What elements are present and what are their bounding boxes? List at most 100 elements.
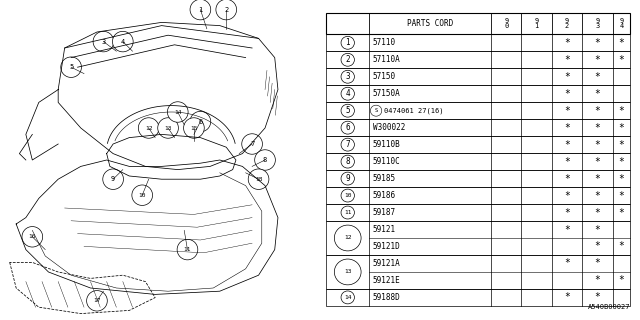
Text: *: * bbox=[595, 190, 600, 201]
Text: *: * bbox=[595, 225, 600, 235]
Text: 9
3: 9 3 bbox=[595, 18, 600, 29]
Text: *: * bbox=[595, 292, 600, 302]
Ellipse shape bbox=[341, 104, 355, 117]
Text: *: * bbox=[564, 106, 570, 116]
Text: 6: 6 bbox=[198, 119, 202, 124]
Bar bbox=[326, 68, 630, 85]
Ellipse shape bbox=[341, 155, 355, 168]
Text: 2: 2 bbox=[224, 7, 228, 12]
Bar bbox=[326, 51, 630, 68]
Ellipse shape bbox=[341, 291, 355, 304]
Text: 10: 10 bbox=[138, 193, 146, 198]
Bar bbox=[326, 255, 630, 289]
Ellipse shape bbox=[341, 138, 355, 151]
Text: 59110C: 59110C bbox=[373, 157, 401, 166]
Text: 57110A: 57110A bbox=[373, 55, 401, 64]
Circle shape bbox=[103, 169, 124, 189]
Text: *: * bbox=[619, 55, 625, 65]
Text: 12: 12 bbox=[344, 236, 351, 241]
Ellipse shape bbox=[341, 189, 355, 202]
Text: 13: 13 bbox=[344, 269, 351, 275]
Bar bbox=[326, 119, 630, 136]
Bar bbox=[326, 153, 630, 170]
Circle shape bbox=[248, 169, 269, 189]
Text: *: * bbox=[619, 242, 625, 252]
Text: 8: 8 bbox=[263, 157, 267, 163]
Text: *: * bbox=[595, 106, 600, 116]
Text: 0474061 27(16): 0474061 27(16) bbox=[384, 108, 444, 114]
Text: 9
1: 9 1 bbox=[534, 18, 539, 29]
Text: *: * bbox=[595, 242, 600, 252]
Text: 17: 17 bbox=[93, 298, 100, 303]
Text: *: * bbox=[564, 225, 570, 235]
Text: 18: 18 bbox=[255, 177, 262, 182]
Text: *: * bbox=[619, 106, 625, 116]
Text: *: * bbox=[595, 156, 600, 167]
Text: 59121E: 59121E bbox=[373, 276, 401, 285]
Circle shape bbox=[184, 118, 204, 138]
Text: *: * bbox=[619, 276, 625, 285]
Circle shape bbox=[138, 118, 159, 138]
Text: 7: 7 bbox=[250, 141, 254, 147]
Circle shape bbox=[168, 102, 188, 122]
Text: 10: 10 bbox=[344, 193, 351, 198]
Ellipse shape bbox=[341, 172, 355, 185]
Circle shape bbox=[157, 118, 179, 138]
Text: *: * bbox=[619, 156, 625, 167]
Text: *: * bbox=[595, 208, 600, 218]
Text: 59187: 59187 bbox=[373, 208, 396, 217]
Text: *: * bbox=[595, 72, 600, 82]
Text: *: * bbox=[595, 55, 600, 65]
Text: 5: 5 bbox=[346, 106, 350, 115]
Text: *: * bbox=[595, 38, 600, 48]
Circle shape bbox=[242, 134, 262, 154]
Text: 59188D: 59188D bbox=[373, 293, 401, 302]
Text: *: * bbox=[564, 190, 570, 201]
Text: 5: 5 bbox=[69, 64, 73, 70]
Text: *: * bbox=[564, 72, 570, 82]
Text: *: * bbox=[619, 190, 625, 201]
Circle shape bbox=[190, 0, 211, 20]
Text: *: * bbox=[619, 123, 625, 133]
Text: 11: 11 bbox=[344, 210, 351, 215]
Text: 4: 4 bbox=[346, 89, 350, 98]
Circle shape bbox=[132, 185, 152, 205]
Text: S: S bbox=[374, 108, 378, 113]
Text: 57110: 57110 bbox=[373, 38, 396, 47]
Text: 14: 14 bbox=[344, 295, 351, 300]
Text: *: * bbox=[619, 173, 625, 184]
Text: 1: 1 bbox=[346, 38, 350, 47]
Ellipse shape bbox=[341, 121, 355, 134]
Text: *: * bbox=[564, 173, 570, 184]
Text: 59121A: 59121A bbox=[373, 259, 401, 268]
Bar bbox=[326, 85, 630, 102]
Text: *: * bbox=[564, 140, 570, 150]
Text: 8: 8 bbox=[346, 157, 350, 166]
Text: *: * bbox=[619, 208, 625, 218]
Text: *: * bbox=[595, 89, 600, 99]
Text: 3: 3 bbox=[101, 39, 106, 44]
Circle shape bbox=[113, 31, 133, 52]
Bar bbox=[326, 136, 630, 153]
Text: *: * bbox=[619, 140, 625, 150]
Text: 1: 1 bbox=[198, 7, 202, 12]
Ellipse shape bbox=[341, 70, 355, 83]
Circle shape bbox=[61, 57, 81, 77]
Text: 6: 6 bbox=[346, 123, 350, 132]
Text: *: * bbox=[595, 123, 600, 133]
Circle shape bbox=[93, 31, 114, 52]
Text: *: * bbox=[595, 276, 600, 285]
Text: *: * bbox=[564, 292, 570, 302]
Text: 15: 15 bbox=[190, 125, 198, 131]
Text: 59185: 59185 bbox=[373, 174, 396, 183]
Bar bbox=[326, 221, 630, 255]
Ellipse shape bbox=[334, 259, 361, 285]
Text: 11: 11 bbox=[184, 247, 191, 252]
Ellipse shape bbox=[341, 206, 355, 219]
Text: 2: 2 bbox=[346, 55, 350, 64]
Ellipse shape bbox=[341, 53, 355, 66]
Text: 57150: 57150 bbox=[373, 72, 396, 81]
Text: *: * bbox=[564, 208, 570, 218]
Text: 3: 3 bbox=[346, 72, 350, 81]
Text: A540B00027: A540B00027 bbox=[588, 304, 630, 310]
